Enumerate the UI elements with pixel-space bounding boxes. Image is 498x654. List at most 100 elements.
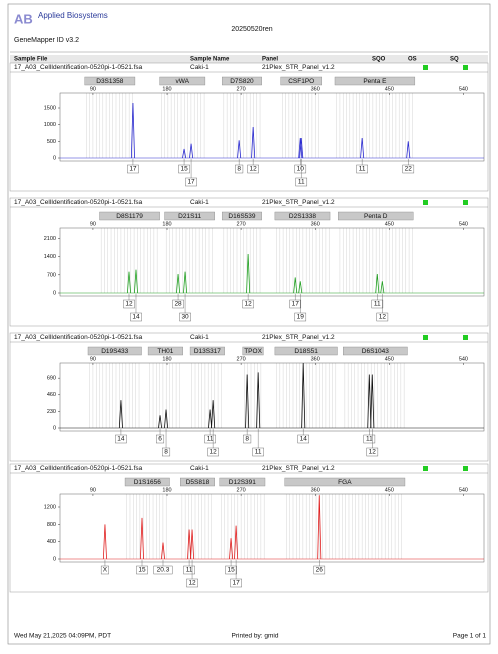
- x-tick-label: 270: [237, 86, 246, 92]
- marker-bar: [274, 346, 338, 356]
- marker-bar: [242, 346, 264, 356]
- marker-bar: [159, 76, 206, 86]
- peak: [130, 102, 135, 159]
- allele-box: [242, 299, 254, 309]
- y-tick-label: 1400: [44, 254, 56, 260]
- allele-label: 30: [181, 314, 189, 321]
- allele-box: [294, 312, 307, 322]
- y-tick-label: 460: [47, 392, 56, 398]
- x-tick-label: 180: [162, 221, 171, 227]
- marker-name: D7S820: [230, 78, 254, 85]
- marker-name: D5S818: [186, 479, 210, 486]
- panel-border: [9, 197, 489, 327]
- plot-frame: [59, 227, 485, 297]
- page-border: [7, 3, 491, 645]
- allele-box: [185, 177, 197, 187]
- allele-box: [235, 164, 244, 174]
- y-tick-label: 0: [53, 556, 56, 562]
- marker-bar: [221, 211, 262, 221]
- marker-name: D21S11: [178, 213, 201, 220]
- peak: [380, 281, 385, 294]
- column-header: Panel: [262, 57, 278, 63]
- allele-box: [183, 565, 195, 575]
- y-tick-label: 700: [47, 272, 56, 278]
- x-tick-label: 540: [459, 86, 468, 92]
- allele-label: 12: [245, 301, 253, 308]
- peak: [375, 273, 380, 294]
- allele-label: 19: [297, 314, 305, 321]
- marker-bar: [274, 211, 331, 221]
- x-tick-label: 450: [385, 221, 394, 227]
- x-tick-label: 90: [90, 221, 96, 227]
- panel-name: 21Plex_STR_Panel_v1.2: [262, 199, 335, 206]
- allele-label: 14: [132, 314, 140, 321]
- peak: [183, 271, 188, 294]
- peak: [190, 529, 195, 560]
- allele-box: [230, 578, 242, 588]
- sq-flag: [463, 466, 468, 471]
- peak: [367, 374, 372, 429]
- allele-box: [371, 299, 384, 309]
- marker-name: TPOX: [244, 348, 262, 355]
- allele-label: 11: [255, 449, 262, 456]
- marker-name: D2S1338: [289, 213, 316, 220]
- peak: [164, 409, 169, 429]
- peak: [299, 137, 304, 159]
- marker-name: CSF1PO: [288, 78, 314, 85]
- y-tick-label: 400: [47, 539, 56, 545]
- allele-box: [115, 434, 127, 444]
- allele-label: 22: [405, 166, 413, 173]
- allele-label: 17: [187, 179, 195, 186]
- y-tick-label: 500: [47, 139, 56, 145]
- peak: [301, 362, 306, 429]
- sample-name: Caki-1: [190, 465, 209, 472]
- peak: [208, 409, 213, 429]
- allele-label: 12: [250, 166, 258, 173]
- peak: [187, 529, 192, 560]
- allele-label: 12: [210, 449, 218, 456]
- allele-box: [402, 164, 415, 174]
- sample-name: Caki-1: [190, 334, 209, 341]
- x-tick-label: 180: [162, 487, 171, 493]
- allele-label: 15: [180, 166, 188, 173]
- y-tick-label: 0: [53, 425, 56, 431]
- x-tick-label: 360: [311, 86, 320, 92]
- marker-name: D13S317: [194, 348, 221, 355]
- y-tick-label: 690: [47, 376, 56, 382]
- sample-file: 17_A03_CellIdentification-0520pi-1-0521.…: [14, 465, 143, 472]
- sample-name: Caki-1: [190, 64, 209, 71]
- allele-box: [156, 434, 165, 444]
- allele-box: [294, 164, 307, 174]
- allele-box: [162, 447, 171, 457]
- sq-flag: [463, 65, 468, 70]
- project: 20250520ren: [231, 26, 272, 33]
- peak: [298, 137, 303, 159]
- allele-box: [153, 565, 173, 575]
- y-tick-label: 1500: [44, 105, 56, 111]
- x-tick-label: 540: [459, 221, 468, 227]
- allele-box: [100, 565, 109, 575]
- x-tick-label: 360: [311, 356, 320, 362]
- allele-box: [363, 434, 376, 444]
- marker-bar: [221, 76, 262, 86]
- peak: [251, 126, 256, 159]
- allele-label: 26: [316, 567, 324, 574]
- allele-box: [123, 299, 135, 309]
- marker-name: D3S1358: [96, 78, 123, 85]
- logo-mark: AB: [14, 11, 33, 26]
- y-tick-label: 1200: [44, 504, 56, 510]
- marker-name: D19S433: [101, 348, 128, 355]
- allele-label: 11: [359, 166, 366, 173]
- marker-name: FGA: [338, 479, 352, 486]
- plot-frame: [59, 493, 485, 563]
- sq-flag: [463, 335, 468, 340]
- peak: [246, 253, 251, 294]
- x-tick-label: 540: [459, 487, 468, 493]
- peak: [126, 271, 131, 294]
- y-tick-label: 230: [47, 409, 56, 415]
- allele-label: 17: [292, 301, 300, 308]
- peak: [234, 525, 239, 560]
- marker-bar: [124, 477, 170, 487]
- peak: [176, 273, 181, 294]
- sample-name: Caki-1: [190, 199, 209, 206]
